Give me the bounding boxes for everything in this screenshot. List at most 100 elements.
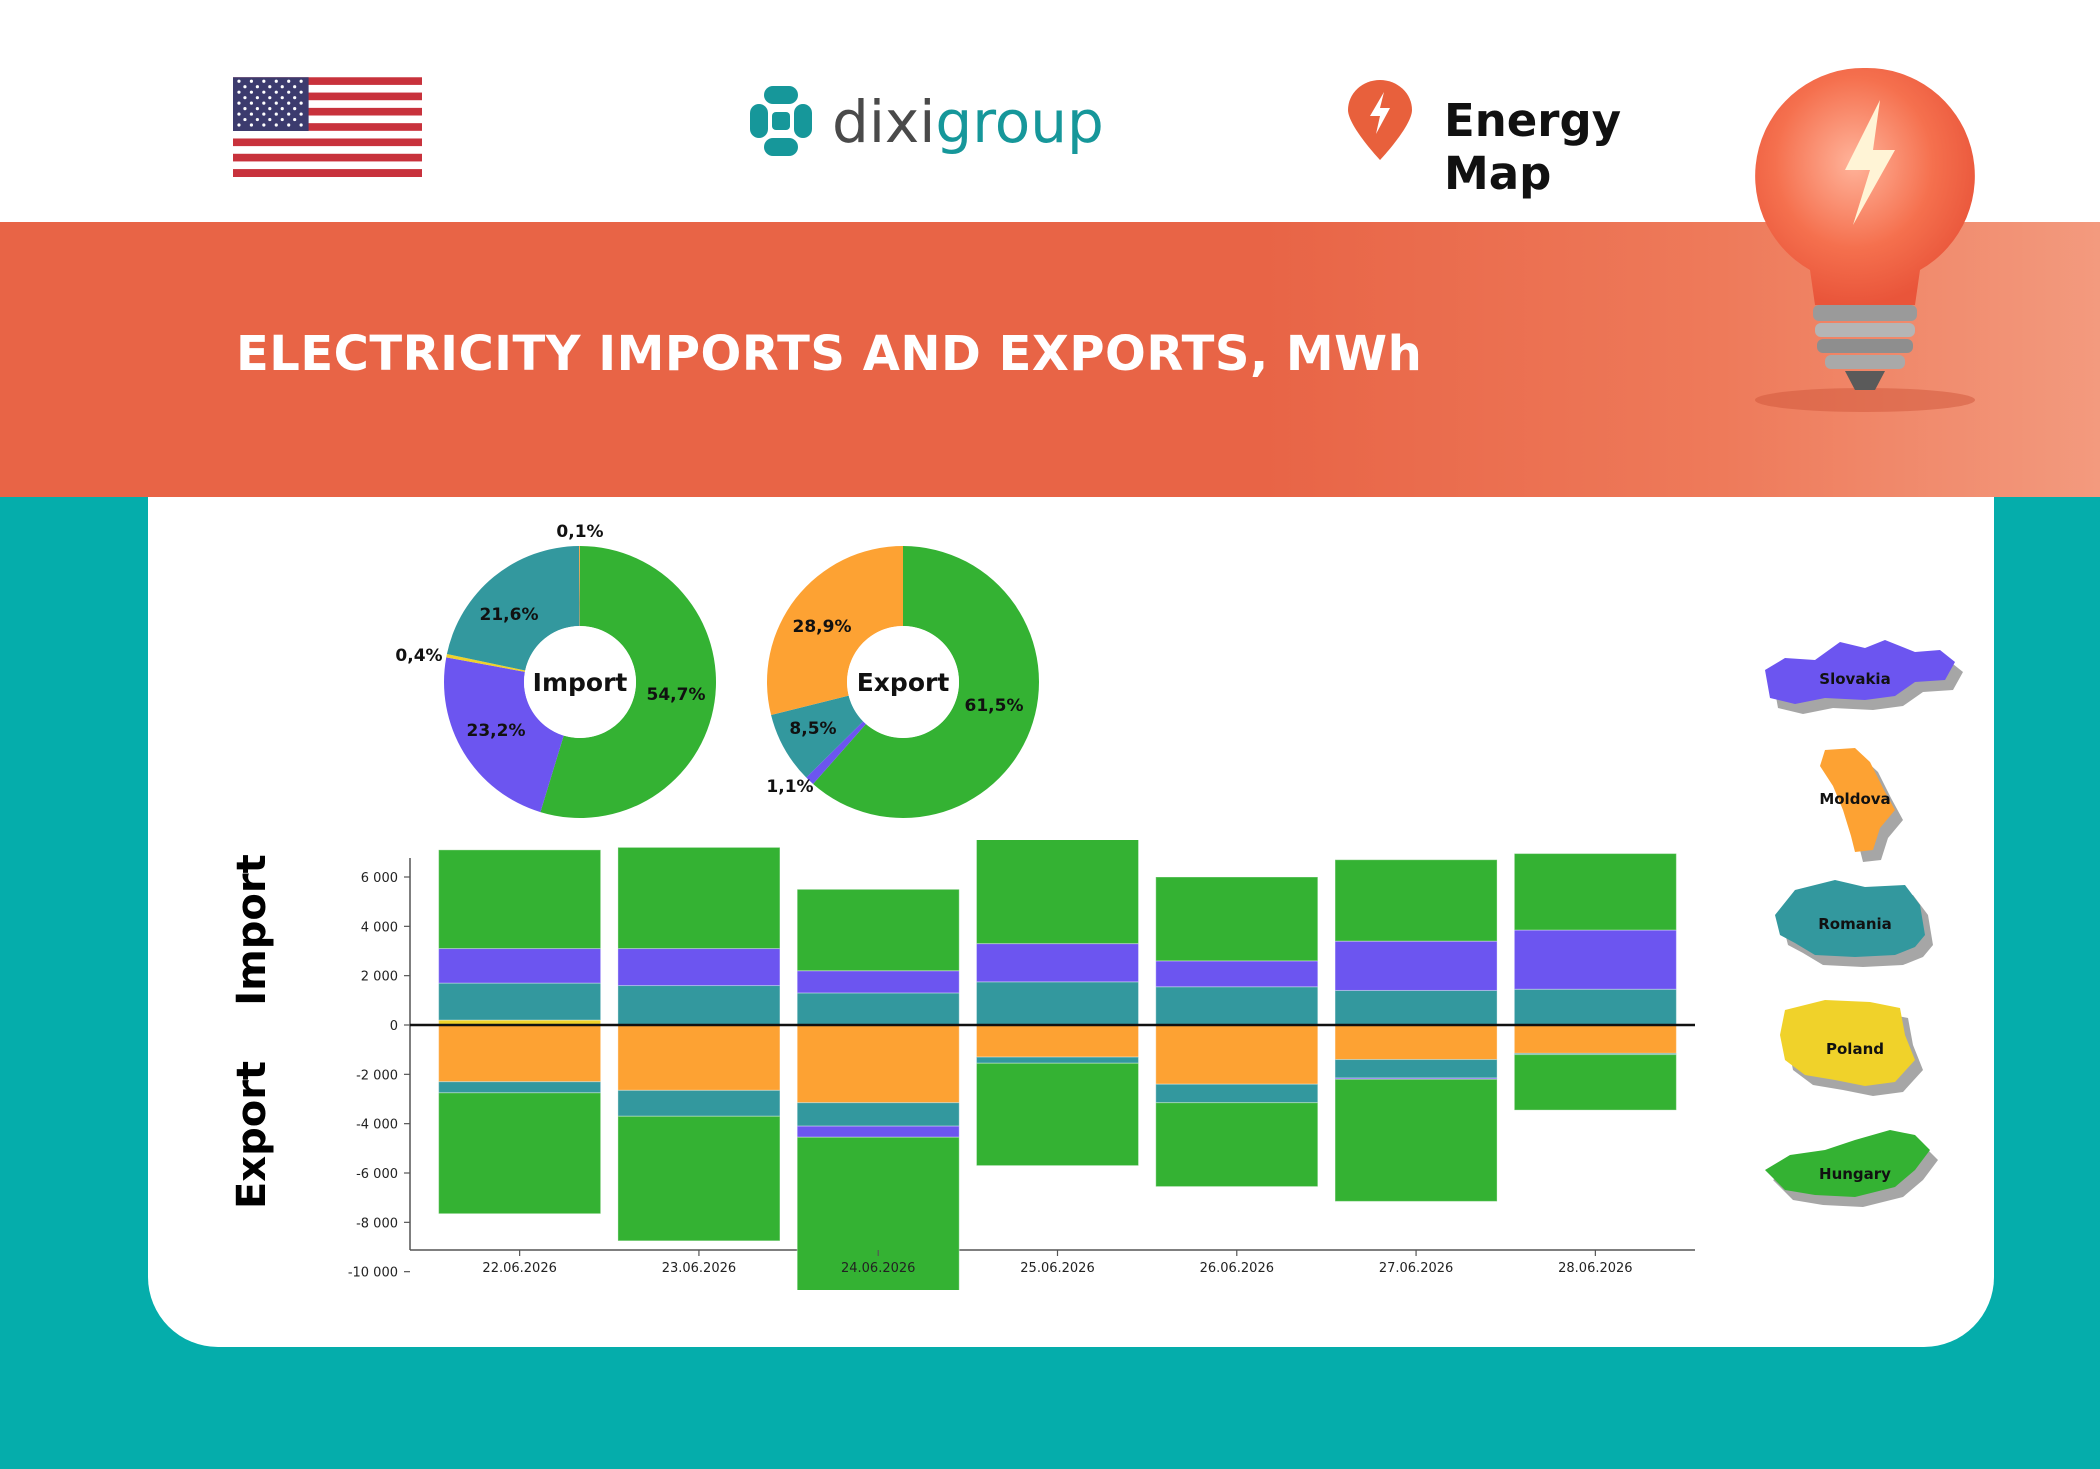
x-tick-label: 25.06.2026 [1020, 1261, 1094, 1276]
bar-import-slovakia [1334, 940, 1498, 991]
country-map-romania: Romania [1775, 880, 1933, 967]
x-tick-label: 27.06.2026 [1379, 1261, 1453, 1276]
country-map-hungary: Hungary [1765, 1130, 1938, 1207]
country-map-slovakia: Slovakia [1765, 640, 1963, 714]
energy-map-brand: Energy Map [1344, 80, 1704, 200]
map-pin-lightning-icon [1348, 80, 1412, 160]
import-donut-chart: 54,7% 23,2% 0,4% 21,6% 0,1% Import [395, 522, 716, 818]
bar-import-hungary [796, 888, 960, 972]
bar-export-romania [796, 1102, 960, 1127]
bar-import-romania [617, 985, 781, 1026]
y-tick-label: 0 [390, 1019, 398, 1034]
bar-import-hungary [1334, 859, 1498, 942]
bar-export-moldova [796, 1024, 960, 1104]
bar-export-romania [438, 1081, 602, 1094]
bar-export-moldova [1334, 1024, 1498, 1061]
y-tick-label: -4 000 [356, 1118, 398, 1133]
y-tick-label: -6 000 [356, 1167, 398, 1182]
bar-import-slovakia [976, 943, 1139, 983]
bar-export-hungary [438, 1092, 602, 1215]
donut-label-romania: 8,5% [789, 719, 836, 739]
country-label-poland: Poland [1826, 1040, 1884, 1058]
bar-export-moldova [1513, 1024, 1677, 1054]
us-flag-icon[interactable] [233, 77, 422, 177]
donut-label-moldova: 28,9% [793, 617, 852, 637]
bar-export-hungary [796, 1136, 960, 1290]
bar-export-slovakia [796, 1125, 960, 1138]
x-tick-label: 28.06.2026 [1558, 1261, 1632, 1276]
bar-import-romania [976, 981, 1139, 1026]
bar-export-hungary [1513, 1054, 1677, 1111]
title-banner [0, 222, 2100, 497]
bar-export-romania [1334, 1059, 1498, 1079]
donut-slice-moldova [579, 546, 580, 627]
donut-label-romania: 21,6% [480, 605, 539, 625]
bar-export-hungary [976, 1062, 1139, 1167]
bar-export-hungary [1155, 1102, 1319, 1188]
country-label-hungary: Hungary [1819, 1165, 1891, 1183]
donut-slice-slovakia [444, 657, 564, 813]
stacked-bar-chart: Import Export 6 000 4 000 2 000 0 -2 000 -4 0… [229, 840, 1695, 1290]
bar-import-hungary [1513, 853, 1677, 931]
bar-import-slovakia [438, 948, 602, 984]
x-tick-label: 22.06.2026 [482, 1261, 556, 1276]
ylabel-export: Export [229, 1061, 275, 1209]
x-tick-label: 26.06.2026 [1200, 1261, 1274, 1276]
donut-label-slovakia: 23,2% [467, 721, 526, 741]
bar-import-slovakia [617, 948, 781, 987]
bar-export-moldova [438, 1024, 602, 1083]
bar-import-hungary [1155, 876, 1319, 962]
donut-slice-romania [771, 695, 864, 778]
donut-slice-hungary [540, 546, 716, 818]
bar-export-hungary [1334, 1078, 1498, 1202]
energy-map-label: Energy Map [1444, 94, 1622, 200]
donut-slice-moldova [767, 546, 903, 715]
page-title: ELECTRICITY IMPORTS AND EXPORTS, MWh [236, 326, 1423, 382]
bar-export-romania [976, 1056, 1139, 1064]
bar-import-hungary [617, 846, 781, 950]
y-tick-label: 2 000 [361, 970, 398, 985]
x-tick-label: 24.06.2026 [841, 1261, 915, 1276]
donut-slice-romania [446, 546, 580, 671]
bar-import-romania [1334, 989, 1498, 1026]
country-label-slovakia: Slovakia [1819, 670, 1890, 688]
donut-slice-slovakia [806, 721, 866, 785]
bar-export-hungary [617, 1115, 781, 1242]
bar-export-romania [617, 1089, 781, 1117]
bar-import-slovakia [1155, 960, 1319, 988]
export-donut-chart: 61,5% 1,1% 8,5% 28,9% Export [766, 546, 1039, 818]
y-tick-label: 4 000 [361, 920, 398, 935]
bar-export-moldova [617, 1024, 781, 1091]
donut-center-label: Export [857, 668, 950, 697]
bar-import-romania [1155, 986, 1319, 1026]
bar-export-moldova [976, 1024, 1139, 1058]
donut-label-hungary: 61,5% [965, 696, 1024, 716]
dixigroup-logo: dixigroup [740, 80, 1110, 170]
x-tick-label: 23.06.2026 [662, 1261, 736, 1276]
bar-import-romania [438, 982, 602, 1021]
donut-label-hungary: 54,7% [647, 685, 706, 705]
dixigroup-wordmark: dixigroup [832, 88, 1104, 156]
donut-slice-poland [446, 654, 526, 672]
ylabel-import: Import [229, 854, 275, 1006]
y-tick-label: 6 000 [361, 871, 398, 886]
country-label-romania: Romania [1818, 915, 1892, 933]
bar-export-romania [1155, 1083, 1319, 1104]
bar-import-hungary [976, 840, 1139, 945]
country-legend: Slovakia Moldova Romania Poland Hungary [1765, 640, 1963, 1207]
donut-label-slovakia: 1,1% [766, 777, 813, 797]
bar-import-hungary [438, 849, 602, 950]
bar-import-romania [796, 992, 960, 1026]
bar-import-slovakia [1513, 929, 1677, 990]
bar-import-slovakia [796, 970, 960, 994]
country-map-poland: Poland [1780, 1000, 1923, 1096]
dixigroup-logo-icon [750, 86, 812, 156]
y-tick-label: -10 000 [348, 1266, 398, 1281]
bar-export-moldova [1155, 1024, 1319, 1085]
donut-center-label: Import [533, 668, 628, 697]
bar-import-romania [1513, 988, 1677, 1026]
light-bulb-icon [1755, 67, 1975, 412]
donut-label-moldova: 0,1% [556, 522, 603, 542]
country-label-moldova: Moldova [1819, 790, 1890, 808]
y-tick-label: -8 000 [356, 1216, 398, 1231]
